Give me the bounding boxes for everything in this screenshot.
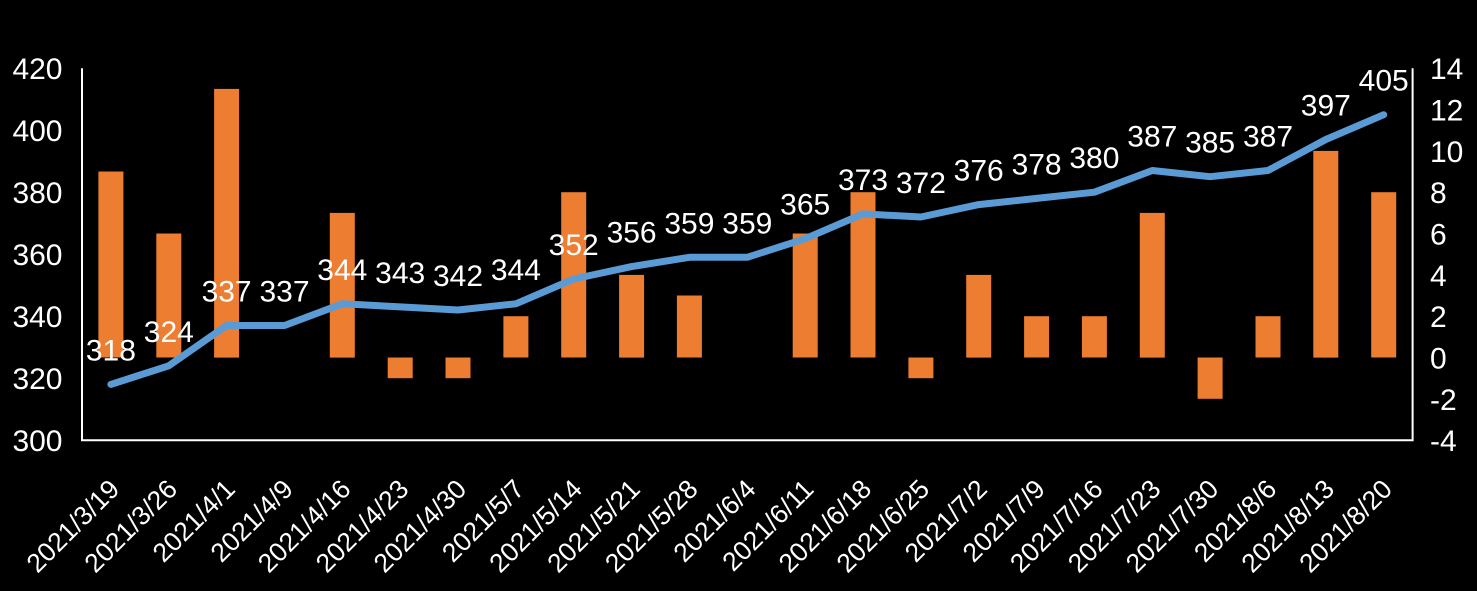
svg-text:340: 340 [12,301,62,334]
svg-text:420: 420 [12,53,62,86]
svg-text:-4: -4 [1430,425,1457,458]
svg-text:342: 342 [433,260,483,293]
svg-text:376: 376 [954,155,1004,188]
svg-text:344: 344 [491,254,541,287]
svg-text:373: 373 [838,164,888,197]
svg-text:359: 359 [722,207,772,240]
svg-text:0: 0 [1430,343,1447,376]
svg-text:300: 300 [12,425,62,458]
svg-text:320: 320 [12,363,62,396]
svg-text:8: 8 [1430,177,1447,210]
svg-text:387: 387 [1243,121,1293,154]
svg-text:337: 337 [202,276,252,309]
svg-text:352: 352 [549,229,599,262]
svg-text:397: 397 [1301,90,1351,123]
svg-text:324: 324 [144,316,194,349]
svg-text:2: 2 [1430,301,1447,334]
svg-text:6: 6 [1430,219,1447,252]
svg-text:378: 378 [1012,148,1062,181]
svg-text:360: 360 [12,239,62,272]
svg-text:400: 400 [12,115,62,148]
svg-text:365: 365 [780,189,830,222]
svg-text:344: 344 [317,254,367,287]
svg-text:4: 4 [1430,260,1447,293]
svg-text:12: 12 [1430,95,1463,128]
svg-text:387: 387 [1127,121,1177,154]
svg-text:10: 10 [1430,136,1463,169]
svg-text:380: 380 [12,177,62,210]
svg-text:14: 14 [1430,53,1463,86]
svg-text:343: 343 [375,257,425,290]
svg-text:405: 405 [1359,65,1409,98]
svg-text:385: 385 [1185,127,1235,160]
svg-text:380: 380 [1069,142,1119,175]
svg-text:356: 356 [607,217,657,250]
svg-text:359: 359 [664,207,714,240]
svg-text:337: 337 [259,276,309,309]
svg-text:-2: -2 [1430,384,1457,417]
svg-text:318: 318 [86,334,136,367]
svg-text:372: 372 [896,167,946,200]
